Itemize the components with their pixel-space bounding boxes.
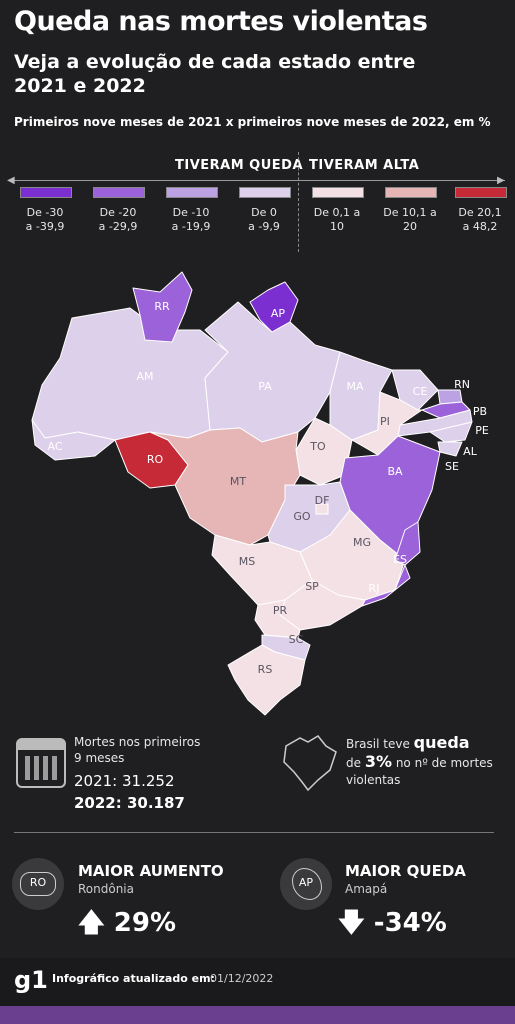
brazil-de: de [346, 756, 361, 770]
legend-swatch-2 [93, 187, 145, 198]
state-RS [227, 644, 306, 716]
label-TO: TO [309, 440, 326, 453]
label-SC: SC [289, 633, 304, 646]
legend-range-4: De 0 a -9,9 [248, 206, 280, 233]
increase-state: Rondônia [78, 882, 134, 896]
label-MG: MG [353, 536, 371, 549]
legend-swatch-4 [239, 187, 291, 198]
brazil-map: RR AP AM PA MA CE RN PB PE AL SE PI TO B… [31, 271, 489, 716]
label-PB: PB [473, 405, 487, 418]
legend-swatch-7 [455, 187, 507, 198]
state-PI [351, 391, 423, 456]
label-CE: CE [413, 385, 428, 398]
deaths-2021: 2021: 31.252 [74, 772, 175, 790]
label-RN: RN [454, 378, 470, 391]
deaths-label: Mortes nos primeiros 9 meses [74, 735, 201, 765]
state-ES [394, 521, 421, 566]
subtitle: Veja a evolução de cada estado entre 202… [14, 51, 416, 97]
calendar-icon [16, 738, 66, 788]
label-BA: BA [387, 465, 403, 478]
legend-range-5: De 0,1 a 10 [313, 206, 361, 233]
legend-divider [298, 152, 299, 252]
label-AP: AP [271, 307, 286, 320]
state-labels: RR AP AM PA MA CE RN PB PE AL SE PI TO B… [47, 300, 488, 676]
increase-value: 🡅 29% [78, 908, 177, 938]
label-AL: AL [463, 445, 478, 458]
deaths-2022: 2022: 30.187 [74, 794, 185, 812]
legend-swatch-3 [166, 187, 218, 198]
brazil-percent: 3% [364, 752, 392, 771]
state-AL [429, 421, 473, 443]
state-RR [132, 271, 193, 343]
legend-swatch-1 [20, 187, 72, 198]
legend-rise-label: TIVERAM ALTA [309, 158, 420, 173]
brazil-summary: Brasil teve queda de 3% no nº de mortes … [346, 734, 496, 789]
legend-range-6: De 10,1 a 20 [383, 206, 437, 233]
state-CE [391, 369, 439, 411]
ro-shape-icon: RO [12, 858, 64, 910]
arrow-down-icon: 🡇 [338, 908, 365, 938]
decrease-heading: MAIOR QUEDA [345, 862, 466, 880]
brazil-pre: Brasil teve [346, 737, 410, 751]
label-SE: SE [445, 460, 459, 473]
arrow-left-icon: ◀ [7, 175, 15, 186]
label-PE: PE [475, 424, 489, 437]
label-MT: MT [230, 475, 246, 488]
state-SE [437, 441, 463, 457]
label-PI: PI [380, 415, 390, 428]
updated-label: Infográfico atualizado em: [52, 972, 215, 985]
label-MA: MA [346, 380, 363, 393]
legend-axis-line [10, 180, 505, 181]
brazil-outline-icon [283, 735, 337, 792]
legend-range-3: De -10 a -19,9 [171, 206, 211, 233]
state-PR [254, 599, 301, 639]
decrease-value: 🡇 -34% [338, 908, 447, 938]
label-RR: RR [154, 300, 170, 313]
updated-date: 01/12/2022 [210, 972, 274, 985]
page-title: Queda nas mortes violentas [14, 6, 428, 37]
legend-range-7: De 20,1 a 48,2 [458, 206, 502, 233]
legend-fall-label: TIVERAM QUEDA [175, 158, 304, 173]
label-AC: AC [47, 440, 62, 453]
legend-range-2: De -20 a -29,9 [98, 206, 138, 233]
section-divider [14, 832, 494, 833]
label-PA: PA [258, 380, 272, 393]
comparison-note: Primeiros nove meses de 2021 x primeiros… [14, 115, 491, 129]
arrow-up-icon: 🡅 [78, 908, 105, 938]
label-RO: RO [147, 453, 164, 466]
state-AC [31, 419, 116, 461]
label-RJ: RJ [369, 582, 380, 595]
label-SP: SP [305, 580, 319, 593]
footer: g1 Infográfico atualizado em: 01/12/2022 [0, 958, 515, 1006]
state-AM [31, 307, 229, 441]
label-ES: ES [393, 553, 407, 566]
ap-shape-icon: AP [280, 858, 332, 910]
legend-swatch-6 [385, 187, 437, 198]
state-DF [315, 503, 329, 515]
label-RS: RS [258, 663, 273, 676]
brazil-queda-word: queda [413, 733, 470, 752]
footer-accent-bar [0, 1006, 515, 1024]
state-PA [204, 301, 341, 443]
arrow-right-icon: ▶ [497, 175, 505, 186]
decrease-state: Amapá [345, 882, 388, 896]
label-DF: DF [315, 494, 330, 507]
label-AM: AM [136, 370, 153, 383]
state-PB [421, 401, 471, 419]
brazil-post: no nº de mortes violentas [346, 756, 493, 787]
legend-swatch-5 [312, 187, 364, 198]
label-GO: GO [293, 510, 311, 523]
increase-heading: MAIOR AUMENTO [78, 862, 224, 880]
label-MS: MS [239, 555, 255, 568]
g1-logo: g1 [14, 966, 48, 994]
legend-range-1: De -30 a -39,9 [25, 206, 65, 233]
state-AP [249, 281, 299, 333]
label-PR: PR [273, 604, 288, 617]
